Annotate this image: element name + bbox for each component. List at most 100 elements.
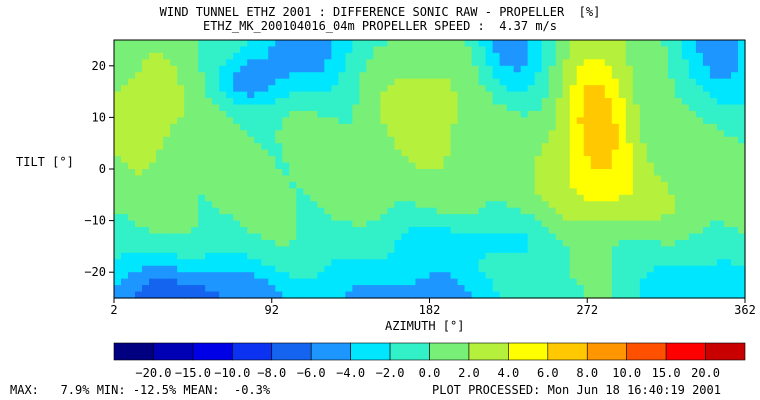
contour-cell: [618, 175, 627, 183]
contour-cell: [583, 175, 592, 183]
contour-cell: [310, 85, 318, 93]
contour-cell: [464, 46, 473, 54]
contour-cell: [415, 117, 424, 125]
contour-cell: [506, 227, 515, 235]
contour-cell: [114, 272, 122, 280]
contour-cell: [359, 194, 367, 202]
contour-cell: [408, 246, 417, 254]
contour-cell: [513, 98, 522, 106]
contour-cell: [387, 188, 396, 196]
contour-cell: [275, 239, 283, 247]
contour-cell: [128, 265, 136, 273]
contour-cell: [338, 85, 346, 93]
contour-cell: [653, 130, 662, 138]
contour-cell: [576, 149, 585, 157]
contour-cell: [331, 78, 339, 86]
contour-cell: [177, 143, 185, 151]
contour-cell: [681, 227, 690, 235]
contour-cell: [352, 78, 360, 86]
contour-cell: [394, 181, 403, 189]
contour-cell: [625, 46, 634, 54]
contour-cell: [219, 291, 227, 299]
contour-cell: [639, 194, 648, 202]
contour-cell: [247, 207, 255, 215]
contour-cell: [513, 123, 522, 131]
contour-cell: [233, 194, 241, 202]
contour-cell: [471, 72, 480, 80]
contour-cell: [128, 259, 136, 267]
contour-cell: [660, 46, 669, 54]
contour-cell: [415, 110, 424, 118]
contour-cell: [422, 104, 431, 112]
contour-cell: [443, 207, 452, 215]
contour-cell: [366, 194, 375, 202]
contour-cell: [730, 162, 739, 170]
contour-cell: [674, 214, 683, 222]
contour-cell: [723, 78, 732, 86]
contour-cell: [555, 85, 564, 93]
contour-cell: [373, 201, 382, 209]
contour-cell: [359, 181, 367, 189]
contour-cell: [422, 40, 431, 48]
contour-cell: [338, 175, 346, 183]
contour-cell: [170, 220, 178, 228]
contour-cell: [527, 207, 536, 215]
contour-cell: [163, 78, 171, 86]
contour-cell: [709, 52, 718, 60]
contour-cell: [310, 194, 318, 202]
contour-cell: [338, 259, 346, 267]
contour-cell: [261, 149, 269, 157]
contour-cell: [226, 220, 234, 228]
contour-cell: [548, 110, 557, 118]
contour-cell: [506, 265, 515, 273]
contour-cell: [646, 181, 655, 189]
contour-cell: [625, 143, 634, 151]
contour-cell: [695, 136, 704, 144]
contour-cell: [380, 65, 389, 73]
contour-cell: [394, 110, 403, 118]
contour-cell: [205, 169, 213, 177]
contour-cell: [408, 169, 417, 177]
contour-cell: [576, 272, 585, 280]
contour-cell: [723, 46, 732, 54]
contour-cell: [177, 59, 185, 67]
contour-cell: [303, 162, 311, 170]
contour-cell: [737, 149, 746, 157]
contour-cell: [422, 72, 431, 80]
contour-cell: [730, 104, 739, 112]
contour-cell: [653, 59, 662, 67]
contour-cell: [541, 46, 550, 54]
contour-cell: [555, 233, 564, 241]
contour-cell: [506, 252, 515, 260]
contour-cell: [534, 78, 543, 86]
contour-cell: [275, 259, 283, 267]
contour-cell: [485, 272, 494, 280]
contour-cell: [219, 98, 227, 106]
contour-cell: [177, 259, 185, 267]
contour-cell: [583, 117, 592, 125]
contour-cell: [247, 46, 255, 54]
contour-cell: [457, 104, 466, 112]
contour-cell: [541, 72, 550, 80]
contour-cell: [723, 181, 732, 189]
contour-cell: [268, 188, 276, 196]
contour-cell: [142, 130, 150, 138]
contour-cell: [387, 72, 396, 80]
contour-cell: [730, 233, 739, 241]
contour-cell: [464, 188, 473, 196]
contour-cell: [128, 272, 136, 280]
contour-cell: [184, 220, 192, 228]
contour-cell: [359, 59, 367, 67]
contour-cell: [534, 136, 543, 144]
contour-cell: [338, 291, 346, 299]
colorbar-label: −4.0: [336, 366, 365, 380]
contour-cell: [331, 207, 339, 215]
contour-cell: [184, 65, 192, 73]
contour-cell: [415, 233, 424, 241]
contour-cell: [394, 272, 403, 280]
contour-cell: [667, 272, 676, 280]
contour-cell: [597, 207, 606, 215]
contour-cell: [632, 246, 641, 254]
contour-cell: [352, 291, 360, 299]
contour-cell: [359, 207, 367, 215]
